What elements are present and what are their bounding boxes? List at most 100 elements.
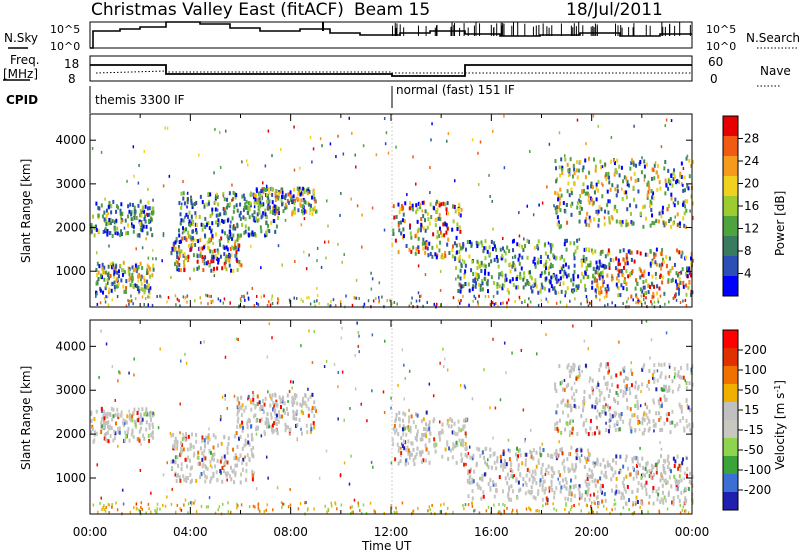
velocity-cell [645, 480, 648, 485]
velocity-cell [610, 477, 613, 482]
power-ytick-label: 4000 [55, 133, 86, 147]
velocity-cell [623, 476, 626, 481]
velocity-cell [671, 500, 674, 505]
velocity-cell [620, 491, 623, 496]
velocity-cell [481, 473, 484, 478]
power-cell [593, 157, 596, 162]
power-cell [110, 210, 113, 215]
velocity-cell [356, 321, 358, 325]
velocity-cell [195, 432, 198, 437]
power-cell [140, 223, 143, 228]
velocity-cell [287, 505, 290, 509]
velocity-cell [611, 467, 614, 472]
power-cell [433, 206, 436, 211]
velocity-cell [595, 415, 598, 420]
power-cell [133, 174, 135, 178]
power-cell [90, 222, 93, 227]
velocity-cell [511, 508, 514, 512]
velocity-cell [166, 461, 169, 465]
power-cell [223, 231, 226, 236]
velocity-ytick-label: 2000 [55, 427, 86, 441]
power-cell [548, 271, 551, 276]
velocity-cell [175, 478, 178, 483]
velocity-cell [242, 425, 245, 430]
power-cell [531, 289, 534, 294]
velocity-cell [174, 455, 177, 460]
velocity-cell [248, 505, 251, 509]
velocity-cell [652, 465, 655, 470]
power-cell [190, 214, 193, 219]
velocity-cell [454, 431, 457, 436]
power-cell [119, 211, 122, 216]
velocity-cell [479, 486, 482, 491]
power-cell [659, 294, 662, 298]
velocity-cell [277, 419, 280, 424]
velocity-cell [535, 481, 538, 486]
velocity-cell [225, 473, 228, 478]
power-cell [305, 267, 308, 271]
power-cell [652, 196, 655, 201]
velocity-cell [179, 402, 181, 406]
velocity-cell [453, 430, 456, 435]
power-cell [489, 194, 491, 198]
power-cell [280, 194, 283, 199]
velocity-cell [646, 460, 649, 465]
power-cell [355, 278, 358, 282]
power-cell [217, 297, 220, 301]
velocity-cell [508, 485, 511, 490]
power-cell [558, 281, 561, 286]
power-cell [248, 215, 251, 220]
velocity-cell [597, 490, 599, 494]
power-cell [183, 236, 186, 241]
power-cell [469, 240, 472, 245]
velocity-cell [410, 414, 413, 419]
velocity-cell [424, 434, 427, 439]
velocity-cell [490, 465, 493, 470]
velocity-cell [568, 511, 570, 515]
power-cell [516, 274, 519, 279]
velocity-cell [543, 488, 546, 493]
velocity-cell [273, 403, 276, 408]
power-cell [127, 204, 130, 209]
power-cell [483, 263, 486, 268]
velocity-cell [623, 368, 626, 373]
power-cell [493, 302, 496, 306]
velocity-cell [236, 463, 239, 468]
velocity-cell [93, 417, 96, 422]
velocity-cell [406, 425, 409, 430]
velocity-cell [278, 395, 281, 400]
velocity-cell [237, 504, 239, 508]
velocity-cell [485, 446, 488, 451]
power-cell [115, 204, 118, 209]
power-cell [610, 136, 613, 140]
velocity-cell [554, 426, 557, 431]
power-cell [586, 298, 588, 302]
velocity-cell [590, 501, 593, 505]
power-cell [421, 209, 424, 213]
power-cell [458, 282, 461, 287]
power-cell [522, 248, 525, 253]
power-cell [242, 193, 245, 198]
power-cell [690, 273, 693, 278]
power-cell [268, 300, 270, 304]
velocity-cell [117, 426, 120, 431]
power-cell [686, 268, 689, 273]
velocity-cell [93, 430, 96, 435]
velocity-cell [264, 396, 267, 401]
velocity-cell [227, 436, 230, 441]
power-cell [482, 249, 485, 254]
velocity-cell [152, 425, 155, 430]
power-cell [226, 234, 229, 239]
power-cell [162, 232, 165, 236]
velocity-cell [125, 420, 128, 425]
velocity-cell [133, 373, 135, 377]
velocity-cell [689, 408, 692, 413]
velocity-cell [661, 483, 664, 488]
power-cell [231, 236, 234, 241]
power-cell [231, 198, 233, 202]
power-cell [392, 231, 395, 236]
power-cell [587, 247, 590, 252]
power-cell [268, 199, 271, 204]
velocity-cell [493, 460, 496, 465]
velocity-cell [554, 386, 557, 391]
